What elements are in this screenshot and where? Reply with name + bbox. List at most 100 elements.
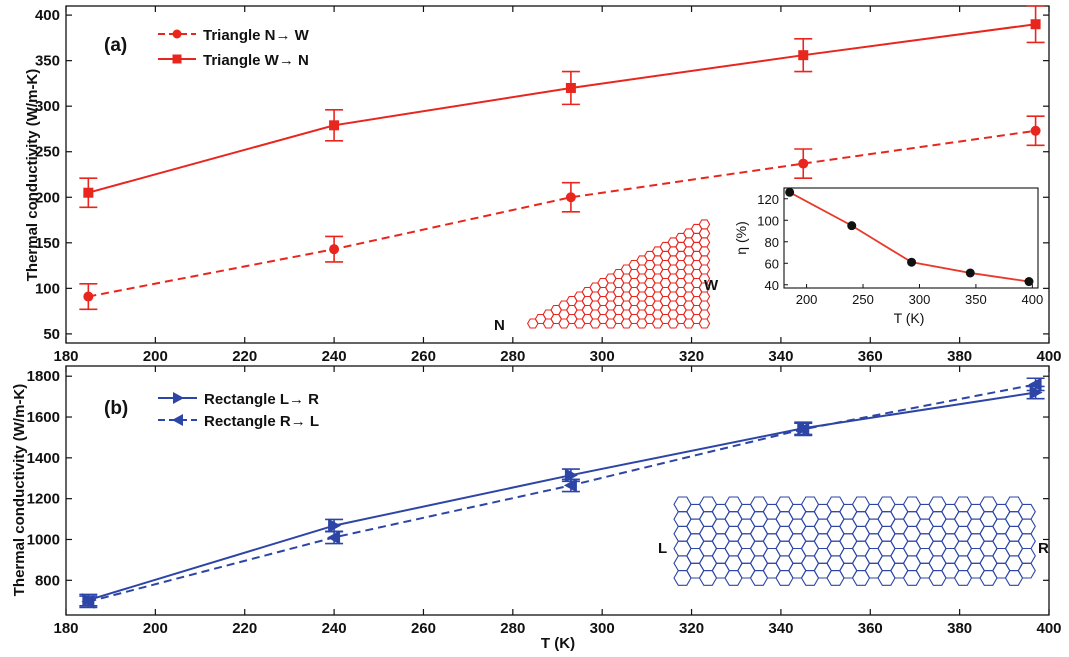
- inset-y-tick-label: 80: [765, 235, 779, 250]
- panel-b-y-tick-label: 1400: [27, 450, 60, 467]
- data-point: [83, 291, 94, 302]
- lattice-hexagon: [698, 237, 711, 248]
- panel-a-y-tick-label: 100: [35, 280, 60, 297]
- panel-a-x-tick-label: 240: [322, 348, 347, 365]
- legend-label-rectangle-r-l: Rectangle R→ L: [204, 413, 319, 430]
- panel-b-x-tick-label: 220: [232, 620, 257, 637]
- legend-marker-triangle-w-n: [172, 54, 182, 64]
- panel-a-x-tick-label: 380: [947, 348, 972, 365]
- legend-marker-triangle-n-w: [172, 29, 182, 39]
- data-point: [563, 478, 577, 493]
- x-axis-label: T (K): [541, 635, 575, 652]
- panel-b-y-tick-label: 1600: [27, 409, 60, 426]
- triangle-right-label: W: [704, 277, 719, 294]
- inset-x-tick-label: 200: [796, 292, 818, 307]
- rectangle-right-label: R: [1038, 540, 1049, 557]
- rectangle-left-label: L: [658, 540, 667, 557]
- panel-a-x-tick-label: 260: [411, 348, 436, 365]
- panel-b-x-tick-label: 340: [768, 620, 793, 637]
- panel-b-legend: Rectangle L→ R Rectangle R→ L: [158, 391, 319, 430]
- data-point: [328, 518, 342, 533]
- lattice-hexagon: [698, 246, 711, 257]
- panel-a-y-tick-label: 250: [35, 144, 60, 161]
- data-point: [565, 192, 576, 203]
- lattice-hexagon: [698, 264, 711, 275]
- data-point: [1030, 125, 1041, 136]
- inset-x-tick-label: 250: [852, 292, 874, 307]
- panel-a-legend: Triangle N→ W Triangle W→ N: [158, 27, 310, 69]
- inset-y-tick-label: 100: [757, 213, 779, 228]
- panel-a-y-tick-label: 200: [35, 189, 60, 206]
- panel-a-y-axis-label: Thermal conductivity (W/m-K): [24, 69, 41, 282]
- data-point: [1029, 385, 1043, 400]
- panel-a-y-tick-label: 50: [43, 326, 60, 343]
- data-point: [1030, 19, 1041, 30]
- data-point: [81, 594, 95, 609]
- panel-b-plot-frame: [65, 365, 1050, 616]
- lattice-hexagon: [698, 318, 711, 329]
- panel-a-x-tick-label: 340: [768, 348, 793, 365]
- panel-a-x-tick-label: 300: [590, 348, 615, 365]
- panel-b-label: (b): [104, 398, 128, 419]
- panel-a-y-ticks: 50 100 150 200 250 300 350 400: [35, 7, 1049, 343]
- lattice-hexagon: [698, 255, 711, 266]
- panel-b-x-tick-label: 200: [143, 620, 168, 637]
- data-point: [796, 422, 810, 437]
- inset-x-tick-label: 300: [909, 292, 931, 307]
- inset-data-point: [1024, 277, 1034, 287]
- panel-a-x-tick-label: 180: [53, 348, 78, 365]
- rectangle-lattice: [673, 496, 1036, 586]
- panel-a-x-tick-label: 220: [232, 348, 257, 365]
- lattice-hexagon: [1017, 562, 1036, 579]
- inset-frame: [783, 187, 1039, 289]
- inset-ticks: 200 250 300 350 400 40 60 80 100 120: [757, 192, 1043, 307]
- panel-a-series: [79, 5, 1045, 311]
- legend-marker-rectangle-l-r: [173, 392, 184, 404]
- inset-x-tick-label: 350: [965, 292, 987, 307]
- panel-a-y-tick-label: 150: [35, 235, 60, 252]
- panel-b: 180 200 220 240 260 280 300 320 340 360 380 400 800…: [11, 365, 1062, 652]
- lattice-hexagon: [1017, 547, 1036, 564]
- legend-label-triangle-w-n: Triangle W→ N: [203, 52, 309, 69]
- panel-a-x-tick-label: 400: [1036, 348, 1061, 365]
- data-point: [329, 244, 340, 255]
- lattice-hexagon: [1017, 533, 1036, 550]
- panel-b-y-tick-label: 1000: [27, 531, 60, 548]
- panel-b-x-tick-label: 240: [322, 620, 347, 637]
- data-point: [327, 530, 341, 545]
- inset-x-axis-label: T (K): [894, 310, 925, 326]
- inset-y-tick-label: 40: [765, 278, 779, 293]
- panel-b-x-tick-label: 260: [411, 620, 436, 637]
- panel-b-x-tick-label: 180: [53, 620, 78, 637]
- legend-label-rectangle-l-r: Rectangle L→ R: [204, 391, 319, 408]
- panel-b-y-tick-label: 1200: [27, 491, 60, 508]
- panel-a-x-tick-label: 280: [500, 348, 525, 365]
- panel-b-x-tick-label: 300: [590, 620, 615, 637]
- panel-b-y-tick-label: 1800: [27, 368, 60, 385]
- lattice-hexagon: [698, 300, 711, 311]
- panel-a-y-tick-label: 300: [35, 98, 60, 115]
- lattice-hexagon: [698, 219, 711, 230]
- panel-b-x-tick-label: 320: [679, 620, 704, 637]
- panel-a: 180 200 220 240 260 280 300 320 340 360 380 400 501…: [24, 5, 1062, 365]
- panel-b-series: [79, 377, 1045, 609]
- legend-marker-rectangle-r-l: [172, 414, 183, 426]
- lattice-hexagon: [1017, 518, 1036, 535]
- lattice-hexagon: [698, 228, 711, 239]
- panel-a-x-tick-label: 200: [143, 348, 168, 365]
- panel-b-x-tick-label: 280: [500, 620, 525, 637]
- data-point: [798, 158, 809, 169]
- panel-a-x-tick-label: 320: [679, 348, 704, 365]
- panel-b-y-axis-label: Thermal conductivity (W/m-K): [11, 384, 28, 597]
- panel-a-y-tick-label: 400: [35, 7, 60, 24]
- inset-y-tick-label: 60: [765, 256, 779, 271]
- legend-label-triangle-n-w: Triangle N→ W: [203, 27, 310, 44]
- inset-data-point: [785, 187, 795, 197]
- data-point: [83, 187, 94, 198]
- data-point: [329, 120, 340, 131]
- inset-data-point: [907, 257, 917, 267]
- lattice-hexagon: [1017, 503, 1036, 520]
- panel-b-y-ticks: 800 1000 1200 1400 1600 1800: [27, 368, 1049, 589]
- data-point: [798, 50, 809, 61]
